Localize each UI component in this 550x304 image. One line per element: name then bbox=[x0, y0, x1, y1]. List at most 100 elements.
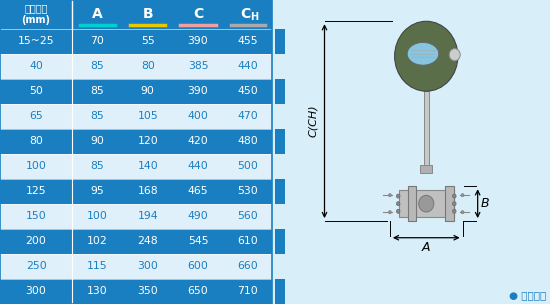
Circle shape bbox=[449, 49, 460, 61]
Text: 710: 710 bbox=[238, 286, 258, 296]
Text: ● 常规仪表: ● 常规仪表 bbox=[509, 290, 546, 300]
Text: H: H bbox=[250, 12, 258, 22]
Circle shape bbox=[397, 209, 400, 213]
Circle shape bbox=[388, 194, 392, 197]
Bar bbox=[275, 279, 285, 304]
Text: 80: 80 bbox=[141, 61, 155, 71]
Text: 450: 450 bbox=[238, 86, 258, 96]
Text: 545: 545 bbox=[188, 237, 208, 247]
Text: 650: 650 bbox=[188, 286, 208, 296]
Text: C: C bbox=[240, 7, 250, 22]
Text: 70: 70 bbox=[90, 36, 104, 47]
Text: 385: 385 bbox=[188, 61, 208, 71]
Text: 55: 55 bbox=[141, 36, 155, 47]
Bar bbox=[424, 91, 429, 167]
Circle shape bbox=[461, 194, 464, 197]
Bar bbox=[0, 104, 272, 129]
Circle shape bbox=[395, 21, 458, 91]
Text: A: A bbox=[422, 241, 431, 254]
Bar bbox=[0, 129, 272, 154]
Bar bbox=[0, 179, 272, 204]
Text: 250: 250 bbox=[26, 261, 46, 271]
Bar bbox=[0, 204, 272, 229]
Circle shape bbox=[461, 211, 464, 214]
Text: 470: 470 bbox=[238, 112, 258, 121]
Text: 90: 90 bbox=[90, 136, 104, 147]
Text: 100: 100 bbox=[26, 161, 47, 171]
Text: 420: 420 bbox=[188, 136, 208, 147]
Bar bbox=[0, 279, 272, 304]
Text: 105: 105 bbox=[138, 112, 158, 121]
Text: 125: 125 bbox=[26, 186, 46, 196]
Text: 440: 440 bbox=[188, 161, 208, 171]
Bar bbox=[0, 79, 272, 104]
Text: 130: 130 bbox=[87, 286, 108, 296]
Text: 仪表口径
(mm): 仪表口径 (mm) bbox=[21, 4, 51, 25]
Text: 85: 85 bbox=[90, 86, 104, 96]
Text: 390: 390 bbox=[188, 86, 208, 96]
Text: A: A bbox=[92, 7, 103, 22]
Bar bbox=[275, 229, 285, 254]
Text: 300: 300 bbox=[26, 286, 47, 296]
Text: 390: 390 bbox=[188, 36, 208, 47]
Bar bbox=[420, 165, 432, 173]
Text: 455: 455 bbox=[238, 36, 258, 47]
Circle shape bbox=[388, 211, 392, 214]
Text: 90: 90 bbox=[141, 86, 155, 96]
Text: 610: 610 bbox=[238, 237, 258, 247]
Bar bbox=[408, 186, 416, 221]
Text: 168: 168 bbox=[138, 186, 158, 196]
Text: 200: 200 bbox=[26, 237, 47, 247]
Text: 530: 530 bbox=[238, 186, 258, 196]
Bar bbox=[275, 29, 285, 54]
Circle shape bbox=[453, 202, 456, 206]
Bar bbox=[275, 79, 285, 104]
Text: 194: 194 bbox=[138, 212, 158, 221]
Text: 150: 150 bbox=[26, 212, 46, 221]
Text: C: C bbox=[193, 7, 203, 22]
Text: B: B bbox=[481, 197, 490, 210]
Text: C(CH): C(CH) bbox=[308, 105, 318, 137]
Circle shape bbox=[397, 202, 400, 206]
Bar bbox=[445, 186, 454, 221]
Text: 465: 465 bbox=[188, 186, 208, 196]
Text: 115: 115 bbox=[87, 261, 108, 271]
Text: 500: 500 bbox=[237, 161, 258, 171]
Text: 15~25: 15~25 bbox=[18, 36, 54, 47]
Text: 300: 300 bbox=[138, 261, 158, 271]
Text: 400: 400 bbox=[188, 112, 208, 121]
Text: 350: 350 bbox=[138, 286, 158, 296]
Text: 480: 480 bbox=[238, 136, 258, 147]
Text: 50: 50 bbox=[29, 86, 43, 96]
Text: 85: 85 bbox=[90, 61, 104, 71]
Circle shape bbox=[397, 194, 400, 198]
Text: 660: 660 bbox=[238, 261, 258, 271]
Text: 95: 95 bbox=[90, 186, 104, 196]
Text: 560: 560 bbox=[238, 212, 258, 221]
Text: 102: 102 bbox=[87, 237, 108, 247]
Text: 490: 490 bbox=[188, 212, 208, 221]
Text: 85: 85 bbox=[90, 161, 104, 171]
Text: 600: 600 bbox=[188, 261, 208, 271]
Text: 140: 140 bbox=[138, 161, 158, 171]
Circle shape bbox=[453, 194, 456, 198]
Circle shape bbox=[453, 209, 456, 213]
Bar bbox=[0, 29, 272, 54]
Text: 65: 65 bbox=[29, 112, 43, 121]
Bar bbox=[0, 54, 272, 79]
Text: B: B bbox=[142, 7, 153, 22]
Bar bbox=[275, 179, 285, 204]
Bar bbox=[399, 190, 454, 217]
Text: 100: 100 bbox=[87, 212, 108, 221]
Text: 248: 248 bbox=[138, 237, 158, 247]
Ellipse shape bbox=[407, 42, 439, 65]
Text: 120: 120 bbox=[138, 136, 158, 147]
Bar bbox=[0, 0, 272, 29]
Text: 440: 440 bbox=[238, 61, 258, 71]
Text: 80: 80 bbox=[29, 136, 43, 147]
Bar bbox=[0, 229, 272, 254]
Text: 85: 85 bbox=[90, 112, 104, 121]
Text: 40: 40 bbox=[29, 61, 43, 71]
Ellipse shape bbox=[419, 195, 434, 212]
Bar bbox=[0, 154, 272, 179]
